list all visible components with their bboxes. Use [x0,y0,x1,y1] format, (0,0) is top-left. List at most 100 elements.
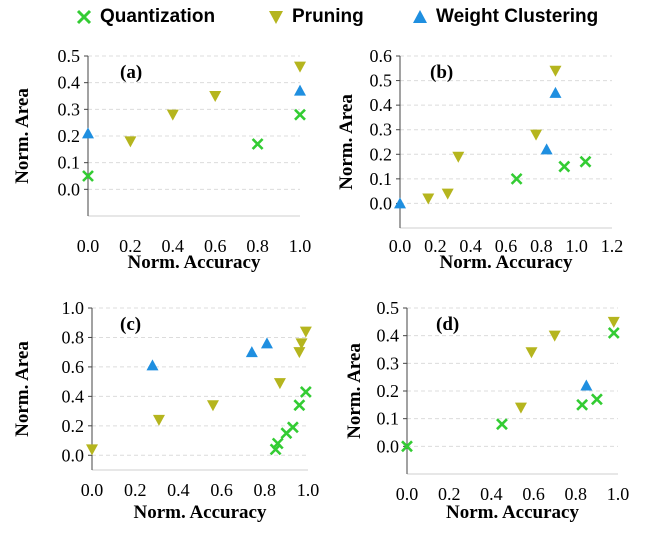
x-axis-title: Norm. Accuracy [446,502,579,523]
x-axis-title: Norm. Accuracy [440,252,573,273]
pruning-point [299,326,312,338]
weight-clustering-point [540,143,553,155]
pruning-point [530,129,543,141]
pruning-point [294,61,306,73]
pruning-point [295,338,308,350]
x-tick-label: 1.0 [297,480,320,500]
x-axis-title: Norm. Accuracy [134,502,267,523]
x-tick-label: 0.4 [459,236,482,256]
pruning-point [209,91,222,102]
y-tick-label: 0.1 [370,169,393,189]
pruning-point [525,347,538,359]
x-tick-label: 0.6 [522,484,545,504]
legend-label-quantization: Quantization [100,6,216,27]
legend-item-weight-clustering: Weight Clustering [412,6,598,28]
pruning-point [124,136,137,148]
y-tick-label: 0.0 [377,436,400,456]
x-tick-label: 1.0 [607,484,630,504]
x-tick-label: 0.4 [167,480,190,500]
y-tick-label: 0.4 [377,326,400,346]
pruning-point [548,330,561,342]
y-axis-title: Norm. Area [336,94,357,190]
y-tick-label: 0.4 [58,73,81,93]
x-axis-title: Norm. Accuracy [128,252,261,273]
y-tick-label: 0.5 [370,71,393,91]
weight-clustering-point [245,346,258,358]
panel-b: 0.0 0.1 0.2 0.3 0.4 0.5 0.6 0.0 0.2 0.4 0.6 0.8 1.0 1… [336,46,623,273]
x-tick-label: 0.0 [389,236,412,256]
x-tick-label: 0.0 [396,484,419,504]
quantization-point [510,172,523,185]
y-tick-label: 0.2 [370,144,393,164]
y-tick-label: 0.1 [377,409,400,429]
quantization-point [299,386,312,398]
y-tick-label: 0.6 [62,357,85,377]
x-tick-label: 0.2 [124,480,147,500]
weight-clustering-point [82,127,94,139]
y-tick-label: 0.0 [62,445,85,465]
panel-c: 0.0 0.2 0.4 0.6 0.8 1.0 0.0 0.2 0.4 0.6 0.8 1.0 Norm… [12,298,319,523]
y-tick-label: 0.2 [62,416,85,436]
y-tick-label: 0.4 [62,386,85,406]
quantization-point [607,326,620,339]
x-tick-label: 0.6 [495,236,518,256]
panel-label: (d) [436,314,459,335]
quantization-point [251,138,264,150]
quantization-point [558,160,571,173]
quantization-point [293,399,306,412]
quantization-point [286,421,299,434]
triangle-down-marker-icon [269,11,283,24]
weight-clustering-point [146,359,159,371]
quantization-point [271,437,284,450]
pruning-point [452,151,465,163]
pruning-point [514,402,527,414]
pruning-point [422,193,435,205]
x-tick-label: 0.6 [204,236,227,256]
y-tick-label: 0.5 [58,46,81,66]
x-tick-label: 0.0 [81,480,104,500]
legend-label-weight-clustering: Weight Clustering [436,6,599,27]
y-tick-label: 0.1 [58,153,81,173]
pruning-point [293,347,306,359]
y-tick-label: 1.0 [62,298,85,318]
y-tick-label: 0.8 [62,327,85,347]
x-tick-label: 1.2 [601,236,624,256]
quantization-point [294,108,306,121]
y-tick-label: 0.5 [377,298,400,318]
pruning-point [206,400,219,412]
y-tick-label: 0.3 [377,353,400,373]
y-tick-label: 0.3 [370,120,393,140]
x-tick-label: 0.8 [530,236,553,256]
x-tick-label: 0.8 [254,480,277,500]
x-tick-label: 0.8 [565,484,588,504]
pruning-point [152,414,165,426]
weight-clustering-point [580,379,593,391]
triangle-up-marker-icon [413,10,427,23]
x-tick-label: 0.2 [119,236,142,256]
weight-clustering-point [549,86,562,98]
weight-clustering-point [394,197,406,209]
pruning-point [607,316,620,328]
x-tick-label: 0.4 [162,236,185,256]
pruning-point [86,444,98,456]
legend-item-pruning: Pruning [268,6,364,28]
quantization-point [82,170,94,182]
x-tick-label: 1.0 [289,236,312,256]
y-axis-title: Norm. Area [12,88,33,184]
pruning-point [441,188,454,200]
y-tick-label: 0.4 [370,95,393,115]
y-tick-label: 0.3 [58,99,81,119]
quantization-point [496,418,508,431]
panel-label: (a) [120,62,142,83]
chart-legend: Quantization Pruning Weight Clustering [0,0,649,36]
quantization-point [590,393,603,406]
legend-label-pruning: Pruning [292,6,364,27]
x-tick-label: 0.0 [77,236,100,256]
y-tick-label: 0.2 [58,126,81,146]
x-marker-icon [76,9,92,25]
x-tick-label: 0.2 [424,236,447,256]
pruning-point [166,109,179,121]
pruning-point [549,65,562,77]
y-tick-label: 0.6 [370,46,393,66]
